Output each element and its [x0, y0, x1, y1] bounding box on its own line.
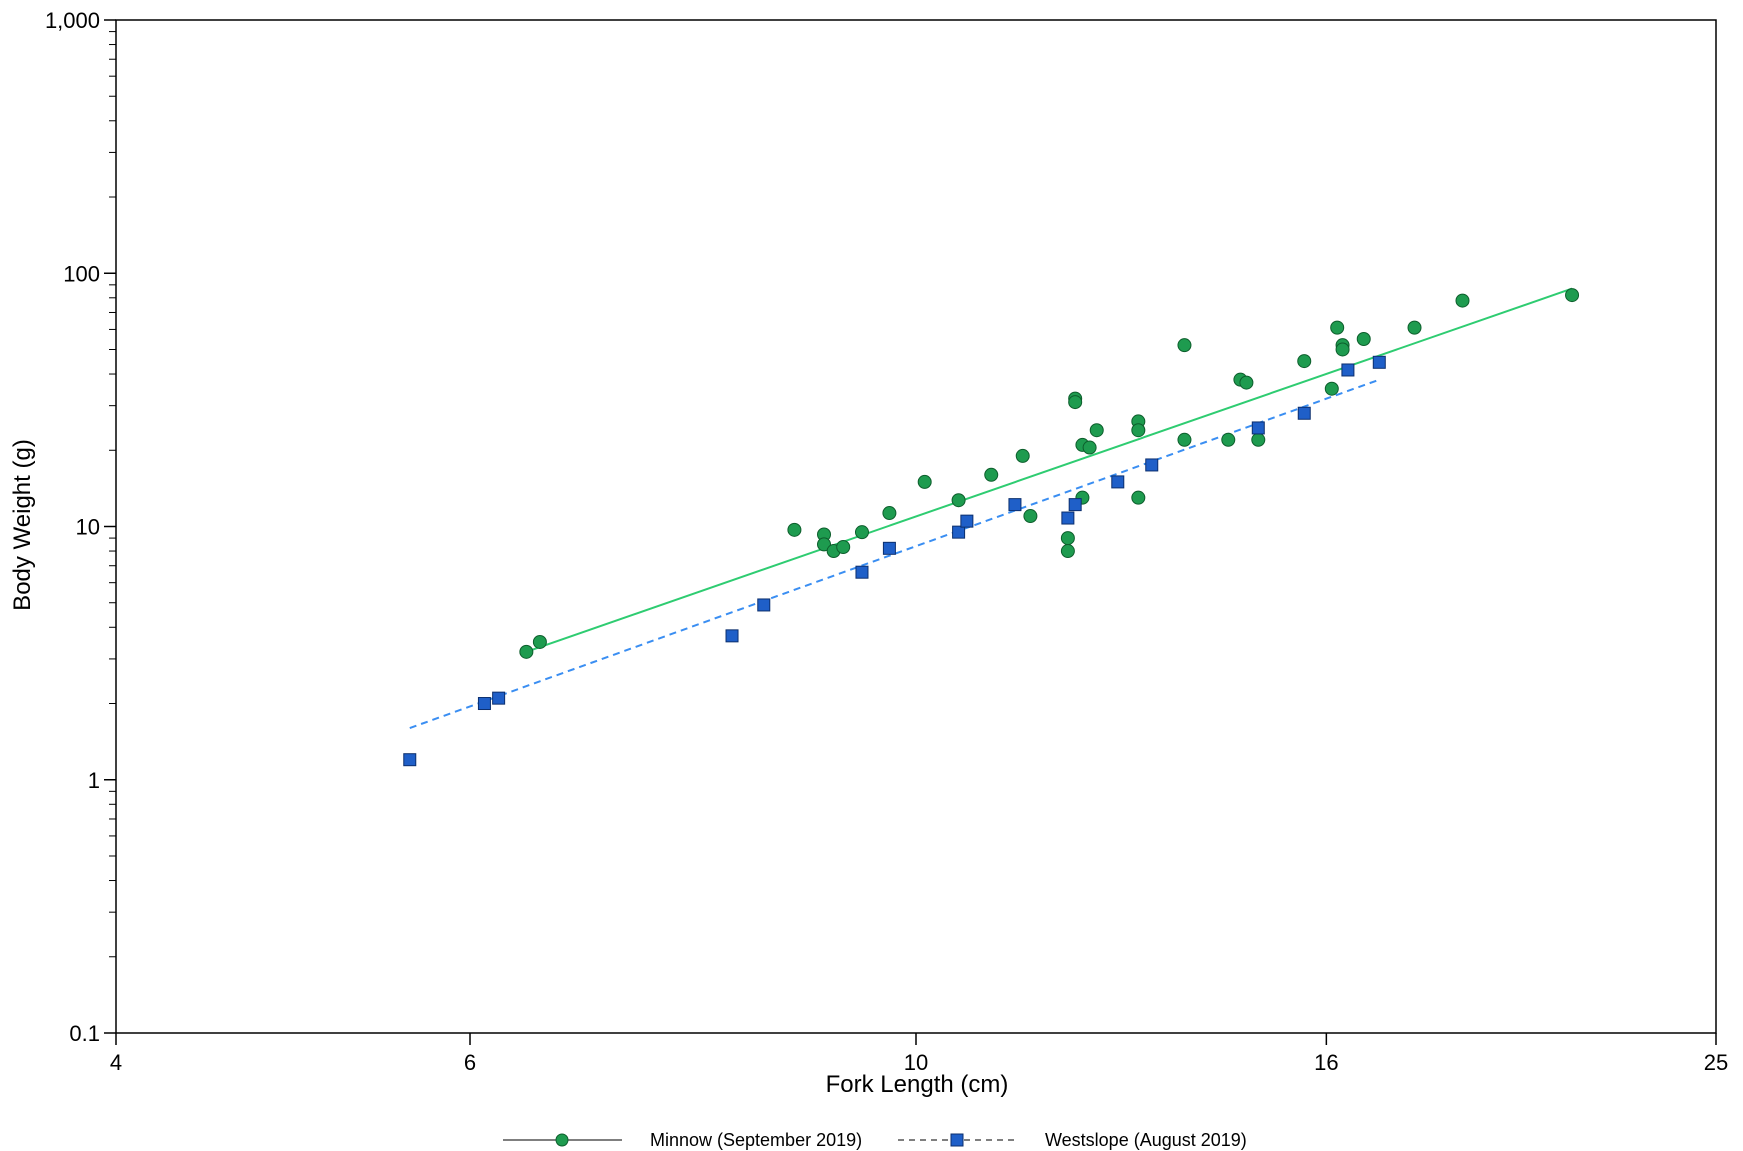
minnow-point	[1068, 395, 1083, 410]
westslope-point	[1341, 363, 1355, 377]
y-axis-title: Body Weight (g)	[9, 439, 36, 611]
legend-westslope-label: Westslope (August 2019)	[1045, 1130, 1247, 1150]
minnow-point	[1131, 490, 1146, 505]
westslope-point	[725, 629, 739, 643]
minnow-point	[1335, 342, 1350, 357]
legend-minnow-label: Minnow (September 2019)	[650, 1130, 862, 1150]
minnow-point	[1297, 354, 1312, 369]
westslope-point	[1008, 498, 1022, 512]
westslope-point	[757, 598, 771, 612]
westslope-point	[1297, 406, 1311, 420]
minnow-point	[1251, 432, 1266, 447]
minnow-point	[836, 539, 851, 554]
legend: Minnow (September 2019) Westslope (Augus…	[503, 1130, 1247, 1150]
minnow-point	[519, 644, 534, 659]
westslope-point	[1061, 511, 1075, 525]
x-tick-label: 10	[904, 1050, 928, 1075]
minnow-point	[1565, 288, 1580, 303]
westslope-point	[403, 753, 417, 767]
minnow-point	[1407, 320, 1422, 335]
westslope-point	[960, 514, 974, 528]
minnow-point	[1177, 432, 1192, 447]
westslope-point	[1251, 421, 1265, 435]
minnow-point	[1131, 423, 1146, 438]
westslope-point	[1111, 475, 1125, 489]
minnow-point	[951, 493, 966, 508]
y-tick-label: 1	[88, 768, 100, 793]
minnow-point	[1221, 432, 1236, 447]
x-tick-label: 6	[464, 1050, 476, 1075]
legend-minnow-marker	[555, 1133, 569, 1147]
legend-item-westslope: Westslope (August 2019)	[898, 1130, 1247, 1150]
y-tick-label: 100	[63, 261, 100, 286]
minnow-point	[917, 474, 932, 489]
y-tick-label: 10	[76, 515, 100, 540]
minnow-point	[882, 506, 897, 521]
minnow-point	[1015, 448, 1030, 463]
minnow-point	[1089, 423, 1104, 438]
y-tick-label: 1,000	[45, 8, 100, 33]
westslope-point	[477, 697, 491, 711]
westslope-series	[403, 355, 1386, 767]
minnow-series	[519, 288, 1580, 659]
minnow-point	[1177, 338, 1192, 353]
minnow-point	[854, 525, 869, 540]
westslope-point	[952, 525, 966, 539]
minor-ticks	[109, 31, 116, 958]
westslope-point	[1145, 458, 1159, 472]
westslope-point	[855, 565, 869, 579]
x-tick-label: 25	[1704, 1050, 1728, 1075]
minnow-point	[1330, 320, 1345, 335]
minnow-point	[1356, 332, 1371, 347]
legend-item-minnow: Minnow (September 2019)	[503, 1130, 862, 1150]
minnow-point	[1060, 531, 1075, 546]
y-tick-label: 0.1	[69, 1021, 100, 1046]
legend-westslope-marker	[950, 1133, 964, 1147]
major-ticks: 0.1 1 10 100 1,000 4 6 10 16 25	[45, 8, 1728, 1075]
minnow-point	[1060, 544, 1075, 559]
minnow-point	[1324, 381, 1339, 396]
westslope-point	[882, 541, 896, 555]
minnow-fit-line	[526, 287, 1573, 653]
minnow-point	[817, 537, 832, 552]
minnow-point	[984, 467, 999, 482]
westslope-fit-line	[409, 378, 1380, 729]
x-tick-label: 4	[110, 1050, 122, 1075]
minnow-point	[1239, 375, 1254, 390]
minnow-point	[1455, 293, 1470, 308]
x-tick-label: 16	[1314, 1050, 1338, 1075]
fit-lines	[409, 287, 1573, 729]
westslope-point	[1372, 355, 1386, 369]
x-axis-title: Fork Length (cm)	[826, 1071, 1009, 1098]
westslope-point	[492, 691, 506, 705]
minnow-point	[1023, 509, 1038, 524]
minnow-point	[1082, 440, 1097, 455]
data-points	[403, 288, 1580, 767]
westslope-point	[1068, 498, 1082, 512]
minnow-point	[787, 522, 802, 537]
minnow-point	[532, 634, 547, 649]
